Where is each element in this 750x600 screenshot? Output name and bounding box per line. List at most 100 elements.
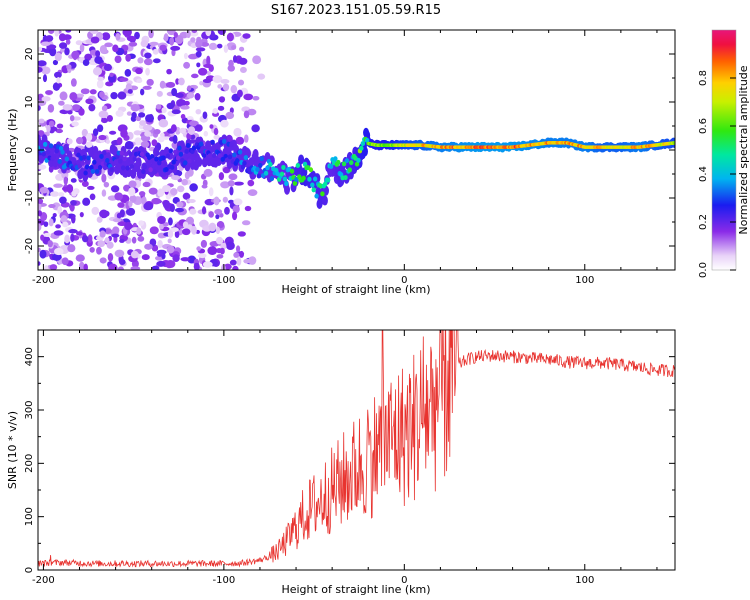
spectrogram-ridge-core [77, 163, 83, 169]
spectrogram-noise-blob [145, 67, 150, 76]
spectrogram-noise-blob [187, 126, 196, 135]
spectrogram-noise-blob [229, 259, 237, 266]
spectrogram-noise-blob [62, 34, 72, 41]
spectrogram-noise-blob [215, 214, 220, 220]
snr-x-axis-label: Height of straight line (km) [281, 583, 430, 596]
spectrogram-ridge-core [268, 161, 273, 167]
spectrogram-ridge-core [359, 145, 364, 151]
spectrogram-noise-blob [89, 30, 99, 35]
spectrogram-ridge-core [349, 160, 354, 166]
spectrogram-noise-blob [216, 221, 225, 229]
spectrogram-noise-blob [53, 71, 62, 79]
spectrogram-ridge-core [301, 175, 306, 181]
spectrogram-noise-blob [247, 108, 257, 116]
spectrogram-noise-blob [163, 33, 169, 42]
spectrogram-noise-blob [69, 92, 78, 101]
spectrogram-noise-blob [104, 237, 110, 244]
spectrogram-noise-blob [59, 42, 68, 49]
spectrogram-noise-blob [143, 202, 154, 211]
spectrogram-noise-blob [71, 190, 77, 197]
spectrogram-noise-blob [145, 114, 155, 123]
spectrogram-noise-blob [202, 261, 213, 268]
spectrogram-noise-blob [202, 111, 208, 120]
spectrogram-noise-blob [53, 247, 64, 256]
spectrogram-noise-blob [208, 42, 218, 51]
spectrogram-noise-blob [114, 55, 122, 64]
spectrogram-noise-blob [226, 32, 234, 42]
spectrogram-noise-blob [228, 59, 234, 68]
spectrogram-noise-blob [180, 105, 190, 110]
spectrogram-noise-blob [89, 193, 96, 201]
spectrogram-noise-blob [181, 178, 188, 186]
spectrogram-noise-blob [46, 124, 51, 133]
spectrogram-noise-blob [228, 173, 238, 181]
spectrogram-ridge-core [220, 156, 225, 162]
spectrogram-noise-blob [217, 84, 223, 89]
spectrogram-ridge-core [222, 139, 227, 145]
spectrogram-noise-blob [128, 187, 136, 197]
spectrogram-ridge-core [183, 160, 188, 166]
spectrogram-noise-blob [213, 127, 219, 136]
spectrogram-noise-blob [64, 47, 70, 56]
spectrogram-ridge-core [43, 141, 48, 147]
spectrogram-noise-blob [62, 104, 73, 111]
spectrogram-noise-blob [170, 124, 177, 133]
spectrogram-noise-blob [38, 210, 43, 217]
spectrogram-noise-blob [52, 212, 57, 218]
spectrogram-noise-blob [96, 246, 102, 255]
spectrogram-noise-blob [203, 168, 213, 177]
spectrogram-noise-blob [49, 47, 57, 57]
spectrogram-noise-blob [180, 113, 186, 120]
spectrogram-noise-blob [195, 50, 202, 58]
spectrogram-noise-blob [101, 32, 111, 41]
snr-y-tick-label: 400 [24, 347, 35, 366]
spectrogram-noise-blob [64, 234, 70, 244]
spectrogram-noise-blob [219, 247, 225, 255]
spectrogram-ridge-core [310, 182, 315, 188]
spectrogram-noise-blob [87, 234, 93, 243]
spectrogram-noise-blob [203, 130, 209, 137]
spectrogram-ridge-core [672, 141, 675, 145]
spectrogram-noise-blob [213, 134, 220, 140]
spectrogram-noise-blob [140, 88, 145, 96]
figure-title: S167.2023.151.05.59.R15 [271, 3, 441, 18]
spectrogram-ridge-core [187, 158, 192, 164]
spectrogram-noise-blob [169, 37, 175, 46]
spectrogram-noise-blob [159, 44, 167, 51]
spectrogram-noise-blob [82, 197, 91, 206]
spectrogram-ridge-halo [321, 195, 328, 206]
spectrogram-noise-blob [191, 225, 197, 235]
spectrogram-noise-blob [99, 230, 106, 238]
spectrogram-ridge-halo [111, 146, 118, 157]
spectrogram-noise-blob [84, 53, 93, 61]
spectrogram-noise-blob [232, 211, 238, 221]
spectrogram-noise-blob [79, 211, 84, 218]
spectrogram-noise-blob [162, 200, 171, 209]
spectrogram-ridge-core [97, 164, 103, 170]
spectrogram-noise-blob [78, 108, 85, 116]
spectrogram-noise-blob [115, 110, 124, 117]
spectrogram-noise-blob [38, 105, 41, 111]
spectrogram-noise-blob [56, 123, 64, 129]
spectrogram-ridge-core [94, 168, 100, 174]
spectrogram-noise-blob [89, 89, 97, 95]
spectrogram-noise-blob [119, 77, 129, 82]
spectrogram-noise-blob [119, 257, 124, 264]
spectrogram-noise-blob [114, 192, 123, 201]
spectrogram-x-ticks: -200 -100 0 100 [32, 30, 658, 286]
spectrogram-x-tick-label: 100 [575, 275, 594, 286]
spectrogram-noise-blob [135, 115, 142, 122]
spectrogram-ridge-core [99, 153, 104, 159]
spectrogram-ridge-core [172, 149, 178, 155]
spectrogram-ridge-core [83, 170, 88, 176]
spectrogram-noise-blob [162, 222, 169, 227]
snr-frame [37, 329, 676, 571]
spectrogram-noise-blob [232, 265, 239, 270]
spectrogram-noise-blob [140, 40, 149, 48]
spectrogram-x-tick-label: -100 [213, 275, 236, 286]
spectrogram-noise-blob [59, 196, 67, 204]
spectrogram-noise-blob [174, 230, 180, 239]
spectrogram-noise-blob [105, 139, 110, 144]
spectrogram-noise-blob [227, 180, 235, 187]
